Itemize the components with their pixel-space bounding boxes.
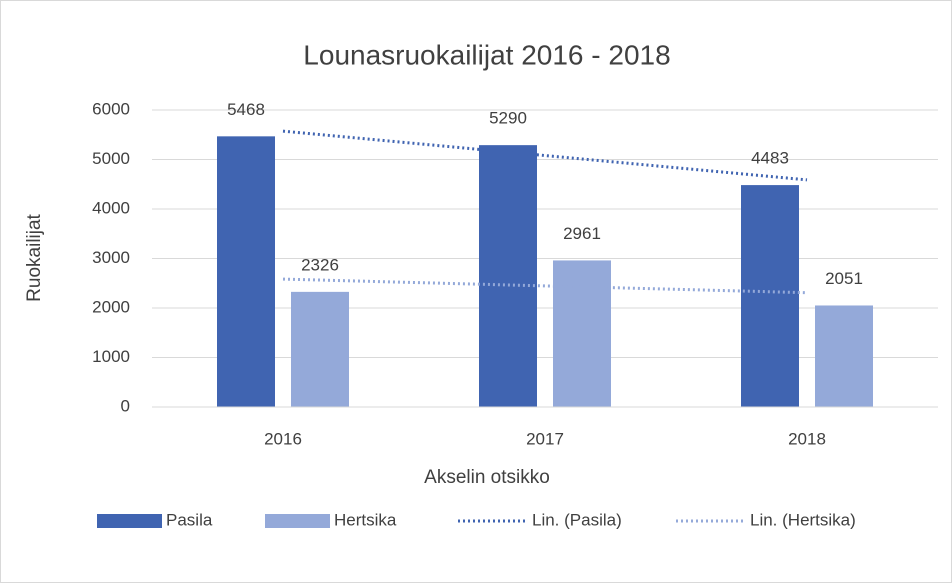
chart-title: Lounasruokailijat 2016 - 2018 bbox=[303, 39, 670, 70]
data-label: 4483 bbox=[751, 149, 789, 168]
legend-label: Pasila bbox=[166, 510, 213, 529]
data-label: 2051 bbox=[825, 269, 863, 288]
data-label: 5290 bbox=[489, 109, 527, 128]
x-axis-title: Akselin otsikko bbox=[424, 467, 550, 488]
data-label: 2961 bbox=[563, 224, 601, 243]
bar bbox=[217, 136, 275, 408]
bar bbox=[815, 305, 873, 407]
legend-label: Hertsika bbox=[334, 510, 397, 529]
y-tick-label: 4000 bbox=[92, 198, 130, 217]
y-tick-label: 6000 bbox=[92, 99, 130, 118]
x-tick-label: 2016 bbox=[264, 429, 302, 448]
x-tick-label: 2018 bbox=[788, 429, 826, 448]
y-tick-label: 2000 bbox=[92, 297, 130, 316]
y-tick-label: 0 bbox=[121, 396, 130, 415]
data-label: 2326 bbox=[301, 255, 339, 274]
bar bbox=[553, 260, 611, 407]
legend-swatch bbox=[265, 514, 330, 528]
bar bbox=[741, 185, 799, 407]
y-axis-title: Ruokailijat bbox=[24, 213, 45, 301]
bar bbox=[291, 291, 349, 407]
legend-swatch bbox=[97, 514, 162, 528]
legend-label: Lin. (Hertsika) bbox=[750, 510, 856, 529]
y-tick-label: 3000 bbox=[92, 248, 130, 267]
x-tick-label: 2017 bbox=[526, 429, 564, 448]
y-tick-label: 5000 bbox=[92, 149, 130, 168]
trendline bbox=[282, 277, 808, 295]
y-tick-label: 1000 bbox=[92, 347, 130, 366]
bar bbox=[479, 145, 537, 407]
data-label: 5468 bbox=[227, 100, 265, 119]
legend-label: Lin. (Pasila) bbox=[532, 510, 622, 529]
